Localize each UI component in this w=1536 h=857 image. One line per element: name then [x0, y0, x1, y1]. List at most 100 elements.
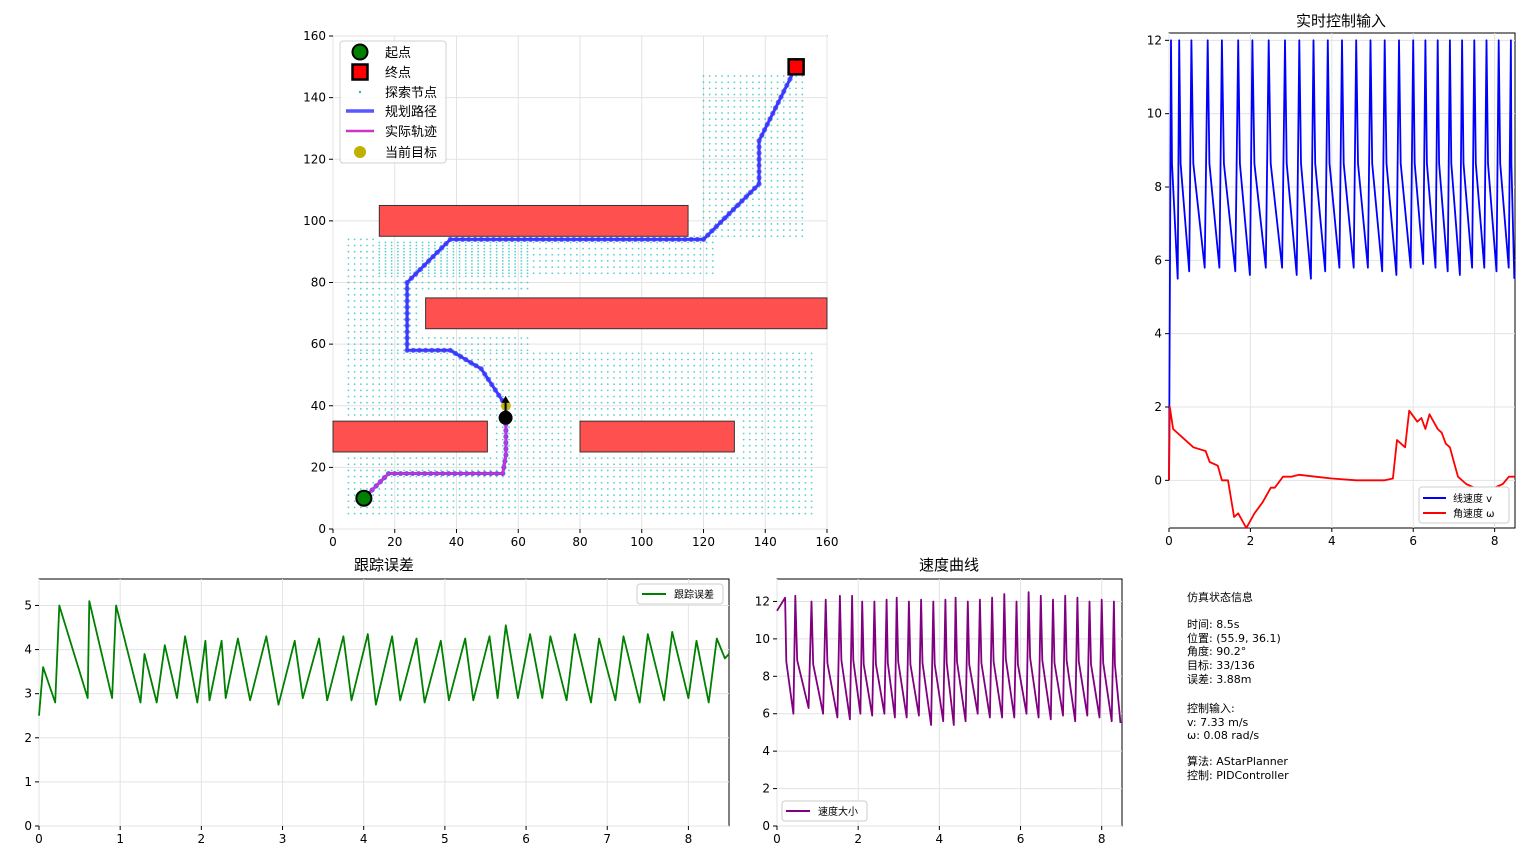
explored-node [745, 167, 748, 170]
explored-node [680, 358, 683, 361]
explored-node [501, 266, 504, 268]
explored-node [779, 352, 782, 355]
explored-node [359, 306, 362, 309]
explored-node [674, 260, 677, 262]
explored-node [526, 488, 529, 490]
explored-node [730, 469, 733, 472]
explored-node [557, 377, 560, 379]
explored-node [384, 407, 387, 410]
explored-node [727, 136, 730, 139]
explored-node [563, 266, 566, 268]
explored-node [508, 253, 510, 256]
explored-node [433, 475, 436, 478]
explored-node [359, 506, 362, 509]
explored-node [464, 512, 467, 515]
explored-node [637, 370, 640, 373]
explored-node [650, 500, 652, 503]
explored-node [563, 494, 566, 497]
explored-node [650, 395, 652, 398]
explored-node [477, 457, 480, 460]
explored-node [804, 463, 807, 466]
explored-node [761, 389, 764, 392]
explored-node [576, 266, 578, 268]
explored-node [773, 352, 776, 355]
explored-node [600, 266, 603, 268]
explored-node [483, 475, 486, 478]
explored-node [427, 500, 430, 503]
explored-node [347, 275, 350, 278]
explored-node [619, 253, 622, 256]
explored-node [409, 414, 412, 416]
explored-node [662, 500, 665, 503]
explored-node [730, 475, 733, 478]
explored-node [798, 395, 801, 398]
actual-trajectory-line [363, 417, 508, 500]
explored-node [687, 358, 689, 361]
explored-node [390, 287, 393, 290]
explored-node [745, 124, 748, 127]
explored-node [514, 500, 517, 503]
explored-node [421, 395, 424, 398]
planned-path-node [466, 236, 472, 242]
explored-node [804, 475, 807, 478]
explored-node [372, 293, 375, 296]
explored-node [733, 186, 736, 188]
explored-node [625, 506, 628, 509]
explored-node [779, 420, 782, 423]
explored-node [390, 463, 393, 466]
explored-node [810, 481, 813, 484]
explored-node [563, 389, 566, 392]
explored-node [702, 155, 705, 158]
explored-node [359, 383, 362, 386]
explored-node [433, 266, 436, 268]
explored-node [409, 370, 412, 373]
explored-node [514, 275, 517, 278]
explored-node [804, 383, 807, 386]
explored-node [538, 247, 541, 250]
explored-node [359, 238, 362, 241]
explored-node [702, 179, 705, 182]
explored-node [748, 451, 751, 453]
explored-node [427, 395, 430, 398]
explored-node [372, 512, 375, 515]
explored-node [721, 173, 723, 176]
explored-node [705, 272, 708, 275]
explored-node [526, 395, 529, 398]
explored-node [514, 352, 517, 355]
explored-node [582, 253, 584, 256]
explored-node [776, 136, 779, 139]
explored-node [702, 161, 705, 164]
explored-node [458, 287, 461, 290]
explored-node [372, 401, 375, 404]
explored-node [767, 432, 770, 435]
explored-node [668, 463, 671, 466]
explored-node [761, 420, 764, 423]
explored-node [458, 377, 461, 379]
explored-node [421, 401, 424, 404]
explored-node [714, 124, 717, 127]
explored-node [347, 475, 350, 478]
explored-node [501, 395, 504, 398]
explored-node [761, 457, 764, 460]
explored-node [752, 105, 754, 108]
explored-node [745, 179, 748, 182]
map-xtick-label: 20 [387, 535, 402, 549]
explored-node [452, 266, 455, 268]
explored-node [662, 383, 665, 386]
explored-node [588, 241, 591, 244]
explored-node [795, 130, 798, 133]
explored-node [606, 488, 609, 490]
explored-node [773, 364, 776, 367]
explored-node [545, 438, 547, 441]
explored-node [804, 444, 807, 447]
explored-node [526, 377, 529, 379]
explored-node [495, 253, 498, 256]
explored-node [489, 343, 492, 346]
linear-velocity-line [1168, 39, 1516, 481]
explored-node [396, 358, 399, 361]
explored-node [433, 263, 436, 265]
explored-node [594, 395, 597, 398]
explored-node [415, 457, 418, 460]
explored-node [347, 364, 350, 367]
explored-node [680, 241, 683, 244]
